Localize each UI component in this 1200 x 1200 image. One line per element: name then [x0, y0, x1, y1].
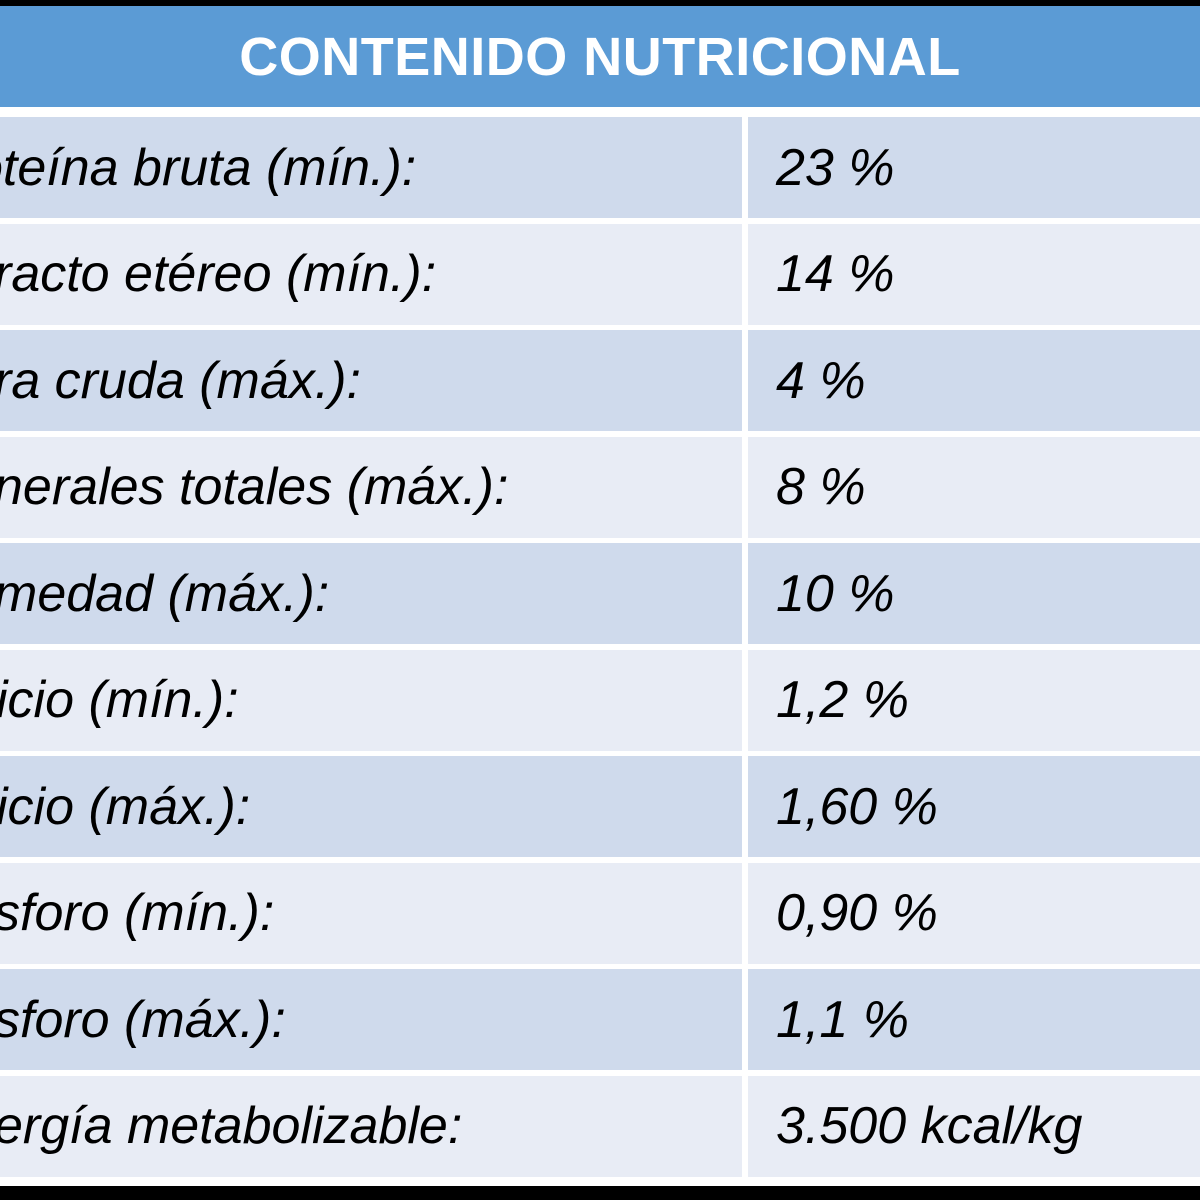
nutrient-label-cell: icio (mín.):: [0, 649, 742, 751]
nutrient-value: 3.500 kcal/kg: [776, 1097, 1083, 1155]
nutrient-value: 8 %: [776, 458, 866, 516]
table-row: ra cruda (máx.): 4 %: [0, 330, 1200, 431]
table-row: nerales totales (máx.): 8 %: [0, 436, 1200, 538]
table-row: icio (mín.): 1,2 %: [0, 649, 1200, 751]
nutrient-value-cell: 23 %: [748, 117, 1200, 218]
nutrient-value-cell: 8 %: [748, 436, 1200, 538]
column-divider: [742, 223, 748, 325]
nutrient-value: 14 %: [776, 245, 895, 303]
column-divider: [742, 649, 748, 751]
column-divider: [742, 862, 748, 964]
nutrient-value: 1,2 %: [776, 671, 909, 729]
nutrient-label: sforo (máx.):: [0, 990, 286, 1049]
nutrient-label-cell: medad (máx.):: [0, 543, 742, 644]
nutrient-value: 23 %: [776, 138, 895, 197]
nutrient-label-cell: racto etéreo (mín.):: [0, 223, 742, 325]
nutrient-label-cell: ergía metabolizable:: [0, 1075, 742, 1177]
nutrient-value-cell: 0,90 %: [748, 862, 1200, 964]
nutrient-label: racto etéreo (mín.):: [0, 245, 437, 303]
nutrient-value: 1,60 %: [776, 777, 938, 836]
table-row: sforo (máx.): 1,1 %: [0, 969, 1200, 1070]
nutrient-label-cell: sforo (mín.):: [0, 862, 742, 964]
column-divider: [742, 1075, 748, 1177]
table-header: CONTENIDO NUTRICIONAL: [0, 6, 1200, 107]
nutrient-label: ergía metabolizable:: [0, 1097, 463, 1155]
table-row: racto etéreo (mín.): 14 %: [0, 223, 1200, 325]
column-divider: [742, 117, 748, 218]
nutrient-label-cell: sforo (máx.):: [0, 969, 742, 1070]
table-title: CONTENIDO NUTRICIONAL: [239, 26, 961, 87]
column-divider: [742, 756, 748, 857]
column-divider: [742, 543, 748, 644]
nutrient-value-cell: 10 %: [748, 543, 1200, 644]
nutrient-value-cell: 1,2 %: [748, 649, 1200, 751]
nutrient-label: sforo (mín.):: [0, 884, 275, 942]
nutrient-value: 4 %: [776, 351, 866, 410]
nutrient-label-cell: icio (máx.):: [0, 756, 742, 857]
nutrient-value-cell: 1,60 %: [748, 756, 1200, 857]
nutrient-label: nerales totales (máx.):: [0, 458, 509, 516]
table-body: oteína bruta (mín.): 23 % racto etéreo (…: [0, 117, 1200, 1182]
nutrient-value-cell: 1,1 %: [748, 969, 1200, 1070]
table-row: sforo (mín.): 0,90 %: [0, 862, 1200, 964]
table-row: ergía metabolizable: 3.500 kcal/kg: [0, 1075, 1200, 1177]
nutrient-value: 0,90 %: [776, 884, 938, 942]
table-row: icio (máx.): 1,60 %: [0, 756, 1200, 857]
nutrient-value-cell: 3.500 kcal/kg: [748, 1075, 1200, 1177]
table-row: medad (máx.): 10 %: [0, 543, 1200, 644]
nutrient-label: medad (máx.):: [0, 564, 330, 623]
nutrient-label-cell: ra cruda (máx.):: [0, 330, 742, 431]
column-divider: [742, 330, 748, 431]
nutrient-value-cell: 14 %: [748, 223, 1200, 325]
table-row: oteína bruta (mín.): 23 %: [0, 117, 1200, 218]
nutrient-value: 10 %: [776, 564, 895, 623]
nutrient-label: icio (máx.):: [0, 777, 251, 836]
nutrient-label-cell: nerales totales (máx.):: [0, 436, 742, 538]
nutrient-value: 1,1 %: [776, 990, 909, 1049]
nutrient-label-cell: oteína bruta (mín.):: [0, 117, 742, 218]
nutrient-label: icio (mín.):: [0, 671, 239, 729]
column-divider: [742, 969, 748, 1070]
nutrient-label: ra cruda (máx.):: [0, 351, 361, 410]
nutrient-label: oteína bruta (mín.):: [0, 138, 417, 197]
nutrition-table: CONTENIDO NUTRICIONAL oteína bruta (mín.…: [0, 6, 1200, 1186]
column-divider: [742, 436, 748, 538]
nutrient-value-cell: 4 %: [748, 330, 1200, 431]
